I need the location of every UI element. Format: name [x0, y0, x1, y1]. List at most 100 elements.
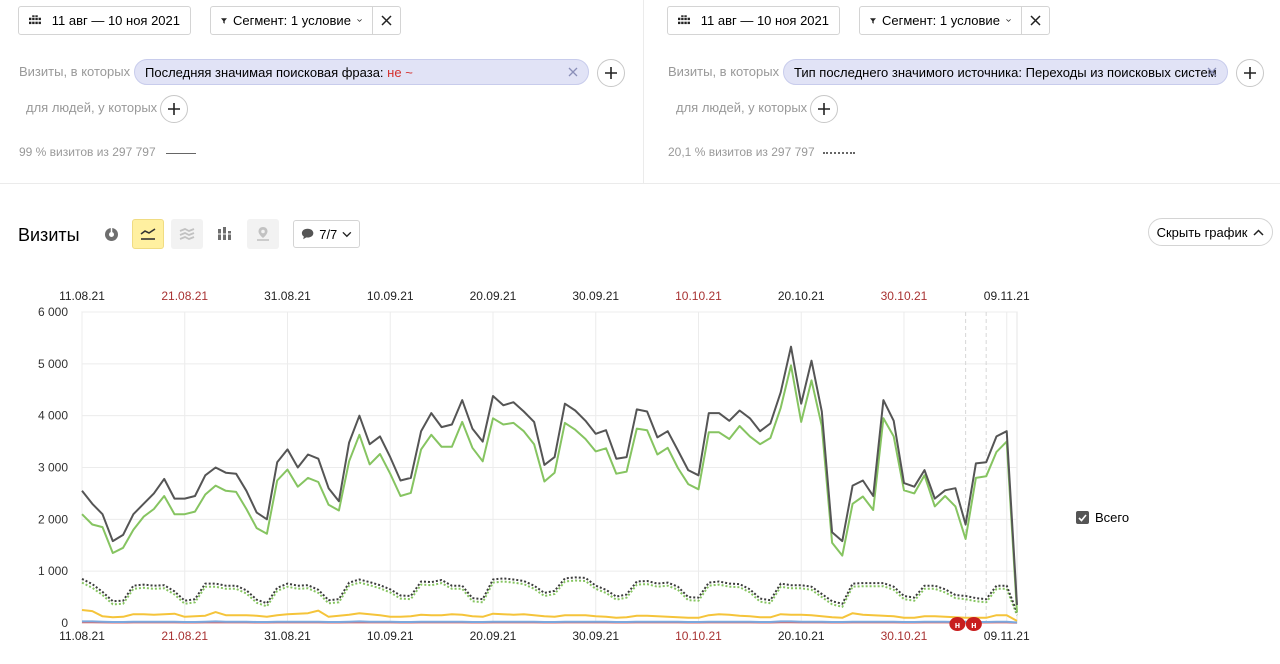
- series-line: [81, 579, 1018, 616]
- x-tick-label-top: 11.08.21: [59, 289, 105, 303]
- hide-chart-button[interactable]: Скрыть график: [1148, 218, 1273, 246]
- stacked-area-button[interactable]: [171, 219, 203, 249]
- segment-share-stat: 99 % визитов из 297 797: [19, 145, 156, 159]
- calendar-icon: [29, 15, 41, 25]
- x-tick-label-bottom: 21.08.21: [161, 629, 208, 643]
- x-tick-label-bottom: 31.08.21: [264, 629, 311, 643]
- y-tick-label: 4 000: [38, 409, 68, 423]
- condition-chip[interactable]: Последняя значимая поисковая фраза: не ~: [134, 59, 589, 85]
- segment-label: Сегмент: 1 условие: [881, 13, 1000, 28]
- pie-chart-button[interactable]: [95, 219, 127, 249]
- chart-legend[interactable]: Всего: [1076, 510, 1129, 525]
- series-line: [81, 345, 1018, 605]
- comment-icon: [301, 228, 314, 240]
- plus-icon: [168, 103, 180, 115]
- x-tick-label-bottom: 10.09.21: [367, 629, 414, 643]
- series-line: [81, 609, 1018, 622]
- segment-label: Сегмент: 1 условие: [232, 13, 351, 28]
- legend-label: Всего: [1095, 510, 1130, 525]
- series-line: [82, 620, 1018, 624]
- chevron-down-icon: [357, 19, 362, 22]
- map-button[interactable]: [247, 219, 279, 249]
- stacked-bar-button[interactable]: [209, 219, 241, 249]
- date-range-label: 11 авг — 10 ноя 2021: [700, 13, 829, 28]
- condition-text: Последняя значимая поисковая фраза:: [145, 64, 384, 80]
- add-people-condition-button[interactable]: [160, 95, 188, 123]
- y-tick-label: 1 000: [38, 564, 68, 578]
- x-tick-label-top: 31.08.21: [264, 289, 311, 303]
- x-tick-label-top: 10.09.21: [367, 289, 414, 303]
- close-icon: [1030, 15, 1041, 26]
- x-tick-label-top: 20.10.21: [778, 289, 825, 303]
- people-condition-label: для людей, у которых: [26, 100, 158, 115]
- condition-chip[interactable]: Тип последнего значимого источника: Пере…: [783, 59, 1228, 85]
- condition-text: Тип последнего значимого источника: Пере…: [794, 64, 1217, 80]
- x-tick-label-top: 20.09.21: [470, 289, 517, 303]
- pie-chart-icon: [104, 227, 118, 241]
- stacked-bar-icon: [218, 227, 231, 240]
- annotation-marker: [965, 617, 982, 631]
- line-chart-icon: [140, 228, 156, 240]
- y-tick-label: 3 000: [38, 461, 68, 475]
- map-icon: [257, 227, 269, 241]
- segment-legend-line: [166, 153, 196, 154]
- series-line: [81, 364, 1018, 613]
- x-tick-label-bottom: 30.10.21: [881, 629, 928, 643]
- visits-condition-label: Визиты, в которых: [668, 64, 780, 79]
- chevron-down-icon: [342, 231, 352, 237]
- segment-pane-2: 11 авг — 10 ноя 2021 Сегмент: 1 условие …: [645, 0, 1280, 184]
- condition-negation: не ~: [387, 64, 413, 80]
- add-people-condition-button[interactable]: [810, 95, 838, 123]
- x-tick-label-top: 21.08.21: [161, 289, 208, 303]
- x-tick-label-bottom: 09.11.21: [984, 629, 1030, 643]
- y-tick-label: 6 000: [38, 305, 68, 319]
- pane-divider: [643, 0, 644, 184]
- chevron-up-icon: [1253, 228, 1264, 236]
- y-tick-label: 5 000: [38, 357, 68, 371]
- date-range-button[interactable]: 11 авг — 10 ноя 2021: [667, 6, 840, 35]
- annotation-marker-label: н: [971, 620, 976, 630]
- annotation-marker: [949, 617, 966, 631]
- chip-remove-icon[interactable]: [1206, 66, 1218, 78]
- close-icon: [381, 15, 392, 26]
- y-tick-label: 0: [61, 616, 68, 630]
- chevron-down-icon: [1006, 19, 1011, 22]
- annotations-count: 7/7: [319, 226, 338, 242]
- x-tick-label-bottom: 10.10.21: [675, 629, 722, 643]
- line-chart-button[interactable]: [132, 219, 164, 249]
- add-visit-condition-button[interactable]: [1236, 59, 1264, 87]
- checkmark-icon: [1078, 513, 1087, 522]
- segment-pane-1: 11 авг — 10 ноя 2021 Сегмент: 1 условие …: [0, 0, 644, 184]
- people-condition-label: для людей, у которых: [676, 100, 808, 115]
- x-tick-label-bottom: 11.08.21: [59, 629, 105, 643]
- x-tick-label-bottom: 20.09.21: [470, 629, 517, 643]
- segment-remove-button[interactable]: [1021, 6, 1050, 35]
- x-tick-label-bottom: 20.10.21: [778, 629, 825, 643]
- segment-legend-line: [823, 152, 855, 154]
- plus-icon: [818, 103, 830, 115]
- x-tick-label-bottom: 30.09.21: [572, 629, 619, 643]
- visits-line-chart: 0 1 000 2 000 3 000 4 000 5 000 6 000 11.08.21 1…: [38, 289, 1030, 643]
- segment-dropdown[interactable]: Сегмент: 1 условие: [210, 6, 373, 35]
- calendar-icon: [678, 15, 690, 25]
- x-tick-label-top: 10.10.21: [675, 289, 722, 303]
- filter-icon: [221, 17, 227, 24]
- plus-icon: [605, 67, 617, 79]
- stacked-area-icon: [179, 228, 195, 240]
- segment-share-stat: 20,1 % визитов из 297 797: [668, 145, 815, 159]
- section-divider: [0, 183, 1280, 184]
- hide-chart-label: Скрыть график: [1156, 224, 1248, 240]
- report-title: Визиты: [18, 225, 80, 245]
- segment-dropdown[interactable]: Сегмент: 1 условие: [859, 6, 1022, 35]
- x-tick-label-top: 30.10.21: [881, 289, 928, 303]
- chip-remove-icon[interactable]: [567, 66, 579, 78]
- add-visit-condition-button[interactable]: [597, 59, 625, 87]
- series-line: [81, 576, 1018, 613]
- annotation-marker-label: н: [955, 620, 960, 630]
- filter-icon: [870, 17, 876, 24]
- x-tick-label-top: 30.09.21: [572, 289, 619, 303]
- annotations-dropdown[interactable]: 7/7: [293, 220, 360, 248]
- segment-remove-button[interactable]: [372, 6, 401, 35]
- date-range-button[interactable]: 11 авг — 10 ноя 2021: [18, 6, 191, 35]
- legend-checkbox[interactable]: [1076, 511, 1089, 524]
